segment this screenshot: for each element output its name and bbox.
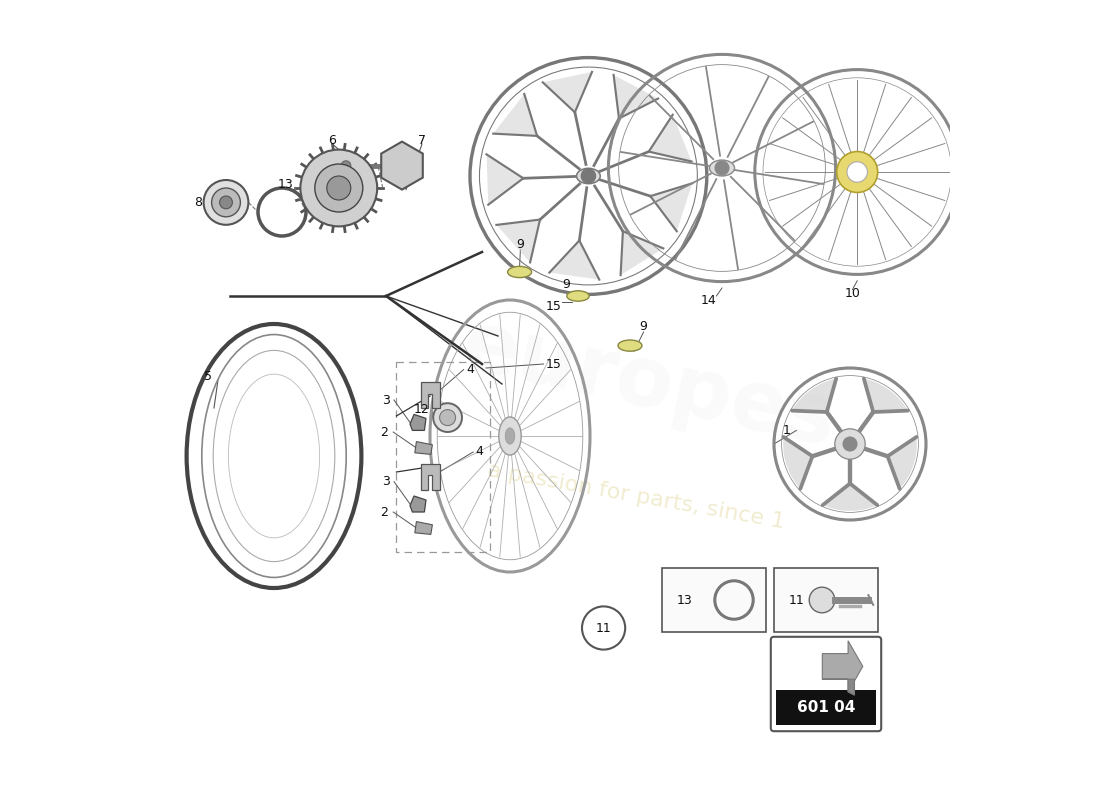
Circle shape <box>847 162 868 182</box>
Text: 10: 10 <box>845 287 860 300</box>
Text: 9: 9 <box>640 320 648 333</box>
Text: 9: 9 <box>517 238 525 250</box>
Circle shape <box>715 161 729 175</box>
Text: 6: 6 <box>329 134 337 146</box>
Ellipse shape <box>505 428 515 444</box>
Ellipse shape <box>710 160 735 176</box>
Text: 3: 3 <box>382 475 389 488</box>
Circle shape <box>835 429 866 459</box>
Text: 3: 3 <box>382 394 389 406</box>
Polygon shape <box>549 241 600 280</box>
Text: europes: europes <box>454 305 843 463</box>
Circle shape <box>315 164 363 212</box>
Text: 2: 2 <box>379 426 387 438</box>
Circle shape <box>433 403 462 432</box>
Text: 15: 15 <box>546 300 562 313</box>
Polygon shape <box>792 378 836 412</box>
Text: 7: 7 <box>418 134 426 146</box>
Polygon shape <box>410 414 426 430</box>
Polygon shape <box>783 437 813 489</box>
Text: 12: 12 <box>414 403 430 416</box>
Circle shape <box>837 151 878 193</box>
Polygon shape <box>864 378 907 412</box>
Ellipse shape <box>507 266 531 278</box>
Text: 5: 5 <box>205 370 212 382</box>
Polygon shape <box>649 114 692 162</box>
Text: 9: 9 <box>562 278 570 290</box>
Circle shape <box>220 196 232 209</box>
Text: 11: 11 <box>789 594 804 606</box>
Circle shape <box>810 587 835 613</box>
Circle shape <box>844 437 857 451</box>
Circle shape <box>581 169 595 183</box>
Circle shape <box>327 176 351 200</box>
Polygon shape <box>650 183 692 231</box>
Polygon shape <box>614 75 658 118</box>
Polygon shape <box>415 522 432 534</box>
Ellipse shape <box>498 417 521 455</box>
Polygon shape <box>823 483 878 511</box>
Polygon shape <box>493 94 537 136</box>
Polygon shape <box>421 464 440 490</box>
Polygon shape <box>888 437 917 489</box>
Ellipse shape <box>618 340 642 351</box>
Ellipse shape <box>566 291 590 302</box>
Text: 11: 11 <box>596 622 612 634</box>
Polygon shape <box>421 382 440 408</box>
Circle shape <box>440 410 455 426</box>
Text: 13: 13 <box>676 594 692 606</box>
Polygon shape <box>542 72 592 112</box>
Text: 15: 15 <box>546 358 561 370</box>
Bar <box>662 568 766 632</box>
Text: 14: 14 <box>701 294 716 306</box>
Text: 4: 4 <box>475 446 484 458</box>
Text: 601 04: 601 04 <box>796 700 855 714</box>
Polygon shape <box>620 231 663 275</box>
Circle shape <box>300 150 377 226</box>
Polygon shape <box>823 679 855 695</box>
Bar <box>777 690 876 725</box>
Text: 4: 4 <box>466 363 474 376</box>
Text: 2: 2 <box>379 506 387 518</box>
Circle shape <box>211 188 241 217</box>
Text: 1: 1 <box>783 424 791 437</box>
Circle shape <box>341 161 351 170</box>
Text: a passion for parts, since 1: a passion for parts, since 1 <box>486 460 786 532</box>
Polygon shape <box>823 641 862 692</box>
Text: 8: 8 <box>194 196 202 209</box>
Polygon shape <box>382 142 422 190</box>
Text: 13: 13 <box>278 178 294 190</box>
Bar <box>774 568 878 632</box>
Circle shape <box>204 180 249 225</box>
FancyBboxPatch shape <box>771 637 881 731</box>
Polygon shape <box>486 154 524 205</box>
Ellipse shape <box>576 168 601 184</box>
Polygon shape <box>410 496 426 512</box>
Polygon shape <box>415 442 432 454</box>
Polygon shape <box>496 219 540 262</box>
